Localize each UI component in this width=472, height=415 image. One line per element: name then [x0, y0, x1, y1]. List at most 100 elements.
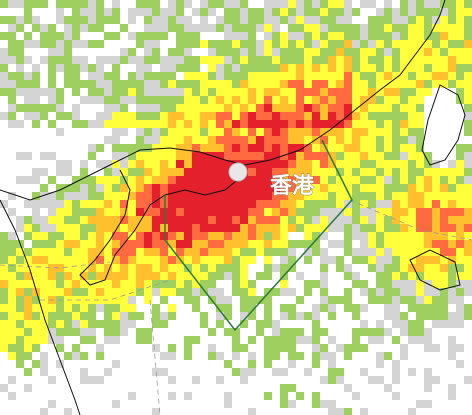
density-cell	[360, 328, 368, 336]
density-cell	[344, 272, 352, 280]
density-cell	[152, 288, 160, 296]
density-cell	[152, 264, 160, 272]
density-cell	[384, 312, 392, 320]
density-cell	[128, 272, 136, 280]
density-cell	[280, 328, 288, 336]
density-cell	[56, 312, 64, 320]
density-cell	[432, 0, 440, 8]
density-cell	[424, 176, 432, 184]
density-cell	[384, 296, 392, 304]
density-cell	[312, 248, 320, 256]
density-cell	[440, 8, 448, 16]
density-cell	[448, 312, 456, 320]
density-cell	[104, 120, 112, 128]
density-cell	[384, 120, 392, 128]
density-cell	[168, 264, 176, 272]
density-cell	[104, 304, 112, 312]
density-cell	[24, 80, 32, 88]
density-cell	[464, 40, 472, 48]
density-cell	[248, 288, 256, 296]
density-cell	[152, 16, 160, 24]
density-cell	[288, 184, 296, 192]
density-cell	[32, 80, 40, 88]
density-cell	[168, 288, 176, 296]
density-cell	[440, 216, 448, 224]
density-cell	[104, 96, 112, 104]
density-cell	[64, 80, 72, 88]
density-cell	[328, 176, 336, 184]
density-cell	[128, 32, 136, 40]
density-cell	[224, 208, 232, 216]
density-cell	[360, 40, 368, 48]
density-cell	[312, 392, 320, 400]
density-cell	[320, 400, 328, 408]
density-cell	[272, 224, 280, 232]
density-cell	[160, 240, 168, 248]
density-cell	[120, 128, 128, 136]
density-cell	[80, 56, 88, 64]
density-cell	[424, 48, 432, 56]
density-cell	[312, 320, 320, 328]
density-cell	[440, 232, 448, 240]
density-cell	[304, 112, 312, 120]
density-cell	[160, 8, 168, 16]
density-cell	[120, 96, 128, 104]
density-cell	[48, 56, 56, 64]
density-cell	[408, 288, 416, 296]
density-cell	[80, 40, 88, 48]
density-cell	[384, 256, 392, 264]
density-cell	[168, 216, 176, 224]
density-cell	[464, 248, 472, 256]
density-cell	[408, 216, 416, 224]
density-cell	[424, 232, 432, 240]
density-cell	[136, 152, 144, 160]
density-cell	[272, 152, 280, 160]
density-cell	[56, 328, 64, 336]
density-cell	[432, 32, 440, 40]
density-cell	[464, 80, 472, 88]
density-cell	[280, 208, 288, 216]
density-cell	[264, 48, 272, 56]
density-cell	[112, 256, 120, 264]
density-cell	[408, 336, 416, 344]
density-cell	[352, 120, 360, 128]
density-cell	[24, 152, 32, 160]
density-cell	[384, 104, 392, 112]
density-cell	[88, 144, 96, 152]
density-cell	[168, 200, 176, 208]
density-cell	[400, 208, 408, 216]
density-cell	[208, 136, 216, 144]
density-cell	[80, 296, 88, 304]
density-cell	[392, 160, 400, 168]
density-cell	[248, 16, 256, 24]
density-cell	[0, 64, 8, 72]
density-cell	[104, 312, 112, 320]
density-cell	[128, 88, 136, 96]
density-cell	[376, 64, 384, 72]
density-cell	[48, 152, 56, 160]
density-cell	[24, 40, 32, 48]
density-cell	[320, 48, 328, 56]
density-cell	[264, 24, 272, 32]
density-cell	[416, 72, 424, 80]
density-cell	[112, 336, 120, 344]
density-cell	[88, 232, 96, 240]
density-cell	[136, 288, 144, 296]
density-cell	[208, 88, 216, 96]
density-cell	[400, 248, 408, 256]
density-cell	[432, 176, 440, 184]
density-cell	[112, 56, 120, 64]
density-cell	[280, 16, 288, 24]
density-cell	[112, 128, 120, 136]
density-cell	[448, 80, 456, 88]
density-cell	[312, 112, 320, 120]
density-cell	[296, 312, 304, 320]
density-cell	[232, 48, 240, 56]
density-cell	[48, 320, 56, 328]
density-cell	[176, 192, 184, 200]
density-cell	[272, 128, 280, 136]
density-cell	[160, 232, 168, 240]
density-cell	[144, 192, 152, 200]
density-cell	[72, 344, 80, 352]
density-cell	[216, 296, 224, 304]
